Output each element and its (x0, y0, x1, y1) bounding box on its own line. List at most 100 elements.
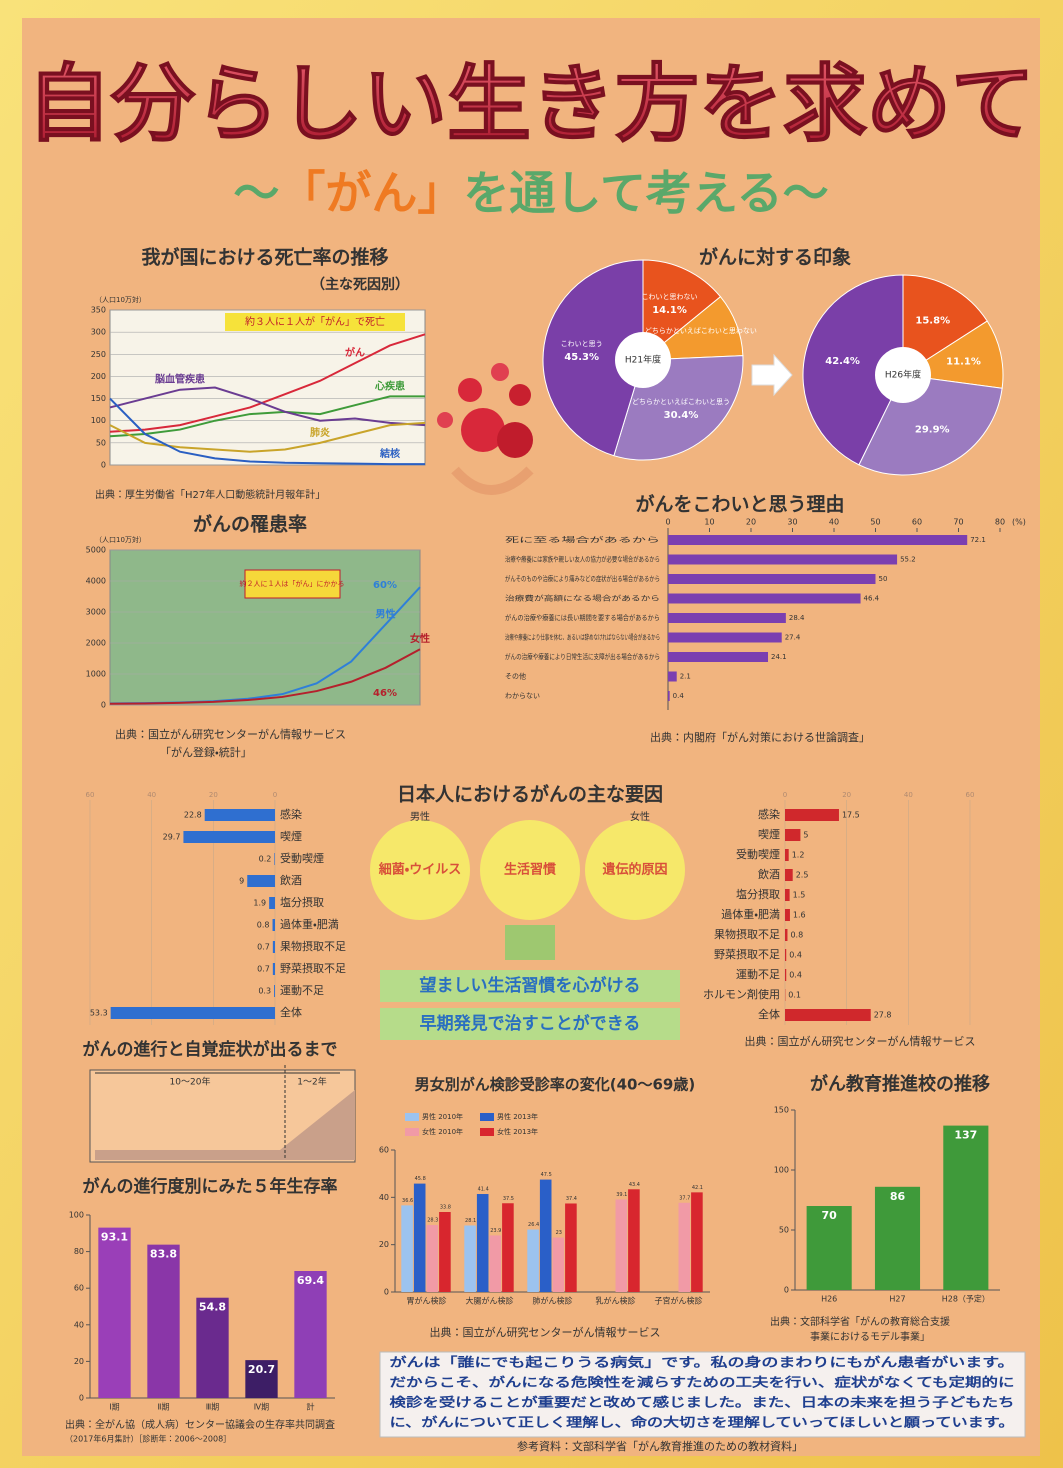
reference: 参考資料：文部科学省「がん教育推進のための教材資料」 (517, 1439, 803, 1453)
series-label: 肺炎 (310, 426, 330, 439)
bar (527, 1230, 539, 1292)
x-tick-label: 子宮がん検診 (655, 1296, 703, 1306)
bar (668, 691, 670, 701)
category-label: 飲酒 (280, 873, 302, 887)
value-label: 17.5 (842, 811, 860, 820)
value-label: 23 (556, 1230, 562, 1236)
message-line: だからこそ、がんになる危険性を減らすための工夫を行い、症状がなくても定期的に (390, 1375, 1015, 1390)
value-label: 55.2 (900, 556, 916, 564)
value-label: 86 (890, 1190, 906, 1203)
category-label: 塩分摂取 (280, 895, 324, 909)
category-label: 受動喫煙 (280, 851, 324, 865)
factor-label: 細菌・ウイルス (379, 862, 461, 878)
y-tick-label: 20 (74, 1357, 84, 1366)
bar (294, 1271, 326, 1398)
bar (785, 1009, 871, 1021)
bar (273, 919, 275, 931)
value-label: 41.4 (478, 1187, 489, 1193)
value-label: 28.4 (789, 614, 805, 622)
value-label: 0.4 (673, 692, 685, 700)
value-label: 72.1 (970, 536, 986, 544)
value-label: 28.3 (427, 1218, 438, 1224)
subtitle-part: を通して考える～ (463, 166, 828, 220)
source: 「がん登録・統計」 (160, 745, 252, 759)
chart-title: 我が国における死亡率の推移 (141, 246, 388, 269)
value-label: 1.6 (793, 911, 806, 920)
slice-value-label: 14.1% (652, 305, 687, 316)
category-label: 死に至る場合があるから (505, 535, 660, 544)
category-label: 治療や療養により仕事を休む、あるいは辞めなければならない場合があるから (505, 633, 660, 642)
banner-text: 望ましい生活習慣を心がける (420, 975, 641, 996)
x-tick-label: 0 (783, 791, 787, 799)
x-tick-label: 50 (870, 518, 880, 527)
y-tick-label: 0 (784, 1286, 789, 1295)
value-label: 45.8 (415, 1176, 426, 1182)
slice-value-label: 42.4% (825, 356, 860, 367)
category-label: がんそのものや治療により痛みなどの症状が出る場合があるから (505, 574, 660, 583)
bar (273, 941, 275, 953)
x-tick-label: 40 (904, 791, 913, 799)
y-tick-label: 200 (91, 372, 106, 381)
value-label: 26.4 (528, 1222, 539, 1228)
value-label: 20.7 (248, 1363, 275, 1376)
value-label: 36.6 (402, 1198, 413, 1204)
y-tick-label: 0 (79, 1394, 84, 1403)
y-tick-label: 250 (91, 350, 106, 359)
bar (427, 1225, 439, 1292)
pie-label: H21年度 (625, 354, 661, 366)
message-line: 検診を受けることが重要だと改めて感じました。また、日本の未来を担う子どもたち (390, 1395, 1015, 1410)
series-label: がん (345, 346, 365, 359)
value-label: 2.5 (796, 871, 809, 880)
x-tick-label: 70 (953, 518, 963, 527)
slice-name: こわいと思う (561, 340, 603, 348)
bar (668, 555, 897, 565)
bar (553, 1238, 565, 1292)
x-tick-label: Ⅳ期 (254, 1403, 269, 1412)
value-label: 0.1 (788, 991, 801, 1000)
slice-value-label: 45.3% (564, 352, 599, 363)
x-tick-label: 計 (307, 1402, 315, 1412)
bar (274, 853, 275, 865)
bar (785, 969, 786, 981)
legend-swatch (480, 1128, 494, 1136)
subtitle-part: ～ (233, 166, 279, 220)
bar (273, 963, 275, 975)
y-tick-label: 100 (69, 1211, 84, 1220)
legend-label: 男性 2013年 (497, 1112, 538, 1121)
value-label: 0.4 (789, 951, 802, 960)
source: 出典：国立がん研究センターがん情報サービス (115, 727, 346, 741)
risk-label: 46% (373, 688, 397, 699)
legend-swatch (405, 1113, 419, 1121)
slice-value-label: 29.9% (915, 425, 950, 436)
x-tick-label: 20 (746, 518, 756, 527)
pie-label: H26年度 (885, 369, 921, 381)
chart-title: がんの進行度別にみた５年生存率 (83, 1176, 338, 1197)
subtitle-part: 「がん」 (279, 166, 463, 220)
value-label: 23.9 (490, 1228, 501, 1234)
bar (785, 909, 790, 921)
x-tick-label: 40 (829, 518, 839, 527)
value-label: 47.5 (541, 1172, 552, 1178)
value-label: 0.3 (258, 987, 271, 996)
y-tick-label: 50 (96, 438, 106, 447)
series-label: 脳血管疾患 (155, 373, 205, 386)
value-label: 1.5 (793, 891, 806, 900)
value-label: 22.8 (184, 811, 202, 820)
bar (668, 652, 768, 662)
category-label: がんの治療や療養により日常生活に支障が出る場合があるから (505, 652, 660, 661)
value-label: 93.1 (101, 1231, 128, 1244)
x-tick-label: 20 (209, 791, 218, 799)
annotation: 約３人に１人が「がん」で死亡 (245, 315, 385, 328)
source: 出典：国立がん研究センターがん情報サービス (745, 1034, 976, 1048)
x-tick-label: 0 (273, 791, 277, 799)
x-tick-label: 30 (787, 518, 797, 527)
value-label: 27.4 (785, 634, 801, 642)
poster-subtitle: ～「がん」を通して考える～ (233, 166, 828, 220)
x-tick-label: 60 (86, 791, 95, 799)
series-label: 男性 (376, 607, 396, 620)
value-label: 54.8 (199, 1301, 226, 1314)
message-line: がんは「誰にでも起こりうる病気」です。私の身のまわりにもがん患者がいます。 (390, 1355, 1015, 1370)
chart-title: がんの罹患率 (193, 513, 307, 536)
bar (785, 929, 787, 941)
value-label: 70 (822, 1209, 838, 1222)
